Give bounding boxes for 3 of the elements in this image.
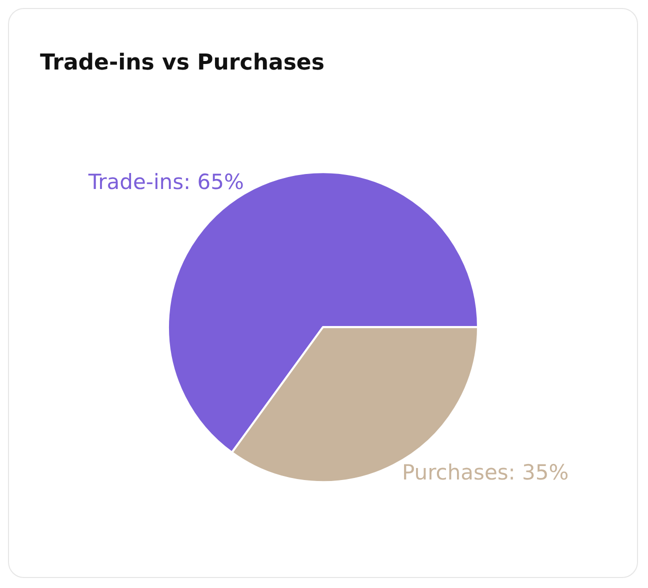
slice-label: Trade-ins: 65%: [87, 170, 244, 194]
chart-title: Trade-ins vs Purchases: [40, 50, 324, 76]
slice-label: Purchases: 35%: [402, 460, 569, 484]
